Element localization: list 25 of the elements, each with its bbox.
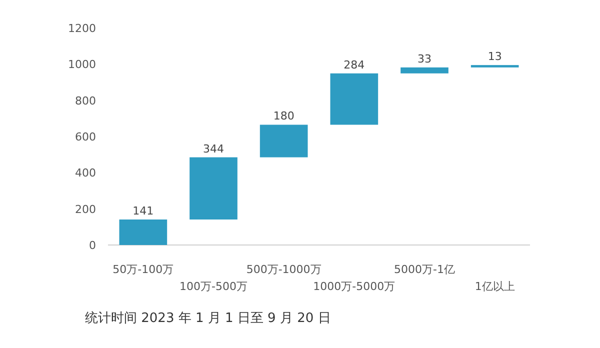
- x-tick-label: 50万-100万: [112, 263, 174, 276]
- y-tick-label: 1000: [68, 58, 96, 72]
- data-label: 13: [488, 50, 502, 64]
- bar: [190, 157, 238, 220]
- y-tick-label: 200: [75, 202, 96, 216]
- bar: [400, 67, 448, 74]
- text: 统计时间 2023 年 1 月 1 日至 9 月 20 日: [85, 311, 331, 326]
- x-tick-label: 100万-500万: [180, 280, 248, 293]
- y-tick-label: 600: [75, 130, 96, 144]
- x-tick-label: 5000万-1亿: [394, 263, 455, 276]
- y-tick-label: 1200: [68, 22, 96, 35]
- data-label: 284: [344, 58, 365, 72]
- bar: [119, 220, 168, 245]
- data-label: 33: [418, 52, 432, 66]
- y-tick-label: 0: [89, 239, 96, 252]
- x-tick-label: 1亿以上: [474, 280, 515, 293]
- data-label: 141: [132, 204, 154, 218]
- bar: [330, 73, 378, 125]
- bar: [260, 124, 308, 158]
- x-tick-label: 500万-1000万: [246, 263, 322, 276]
- y-tick-label: 400: [75, 166, 96, 180]
- y-tick-label: 800: [75, 94, 96, 108]
- data-label: 180: [273, 110, 294, 123]
- x-tick-label: 1000万-5000万: [313, 280, 396, 293]
- data-label: 344: [203, 142, 224, 156]
